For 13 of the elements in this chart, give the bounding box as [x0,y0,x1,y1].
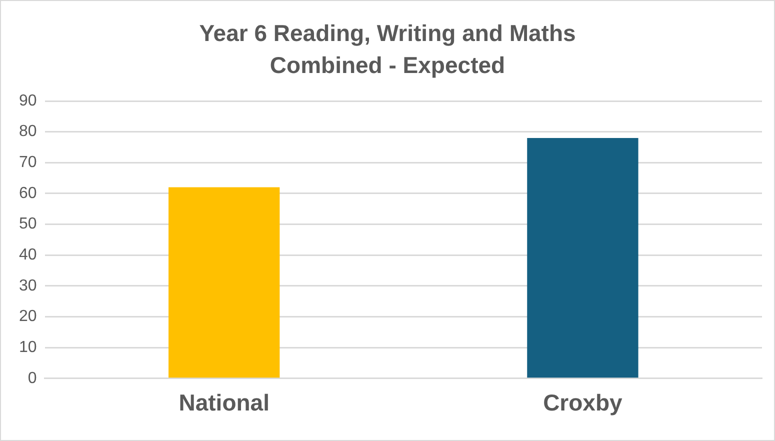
y-tick-label: 60 [19,184,37,202]
x-tick-label: National [178,390,270,416]
y-tick-label: 30 [19,277,37,294]
chart-title: Year 6 Reading, Writing and Maths Combined - Expected [198,19,577,80]
y-tick-label: 80 [19,123,37,140]
x-tick-label: Croxby [543,390,623,416]
y-tick-label: 10 [19,338,37,356]
y-tick-label: 40 [19,246,37,264]
y-tick-label: 70 [19,154,37,172]
y-tick-label: 20 [19,308,37,326]
y-tick-label: 50 [19,216,37,233]
y-tick-label: 0 [28,370,37,387]
y-tick-label: 90 [19,92,37,110]
